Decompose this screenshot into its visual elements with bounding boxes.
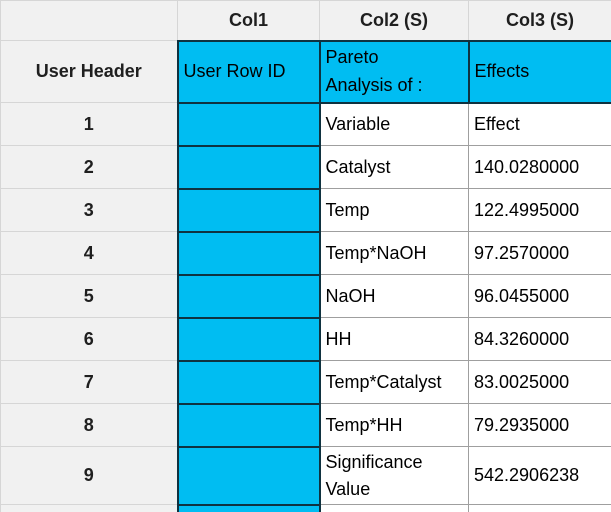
column-header-col1[interactable]: Col1 [177, 0, 320, 41]
cell-col1[interactable] [176, 230, 321, 276]
cell-col3[interactable]: 84.3260000 [468, 317, 611, 361]
cell-col3[interactable]: 96.0455000 [468, 274, 611, 318]
cell-col2[interactable]: Variable [319, 102, 469, 146]
row-number[interactable]: 5 [0, 274, 178, 318]
cell-col1[interactable] [176, 359, 321, 405]
corner-cell[interactable] [0, 0, 178, 41]
cell-col2[interactable]: HH [319, 317, 469, 361]
cell-col3[interactable] [468, 504, 611, 512]
cell-col2[interactable]: Temp [319, 188, 469, 232]
cell-col3[interactable]: 542.2906238 [468, 446, 611, 505]
cell-col2[interactable]: Significance Value [319, 446, 469, 505]
table-row: 1 Variable Effect [0, 101, 611, 147]
row-number[interactable]: 9 [0, 446, 178, 505]
cell-col1[interactable] [176, 316, 321, 362]
cell-col3[interactable]: 140.0280000 [468, 145, 611, 189]
cell-col1[interactable] [176, 144, 321, 190]
cell-pareto-title[interactable]: Pareto Analysis of : [318, 39, 470, 104]
user-header-row: User Header User Row ID Pareto Analysis … [0, 39, 611, 104]
table-row: 7 Temp*Catalyst 83.0025000 [0, 359, 611, 405]
row-number[interactable] [0, 504, 178, 512]
row-number[interactable]: 7 [0, 360, 178, 404]
cell-col2[interactable] [319, 504, 469, 512]
table-row: 2 Catalyst 140.0280000 [0, 144, 611, 190]
cell-col1[interactable] [176, 503, 321, 512]
cell-col2[interactable]: Temp*Catalyst [319, 360, 469, 404]
cell-col2[interactable]: NaOH [319, 274, 469, 318]
table-row: 8 Temp*HH 79.2935000 [0, 402, 611, 448]
table-row: 6 HH 84.3260000 [0, 316, 611, 362]
cell-col1[interactable] [176, 187, 321, 233]
cell-col2[interactable]: Temp*HH [319, 403, 469, 447]
cell-col3[interactable]: Effect [468, 102, 611, 146]
row-number[interactable]: 1 [0, 102, 178, 146]
table-row: 9 Significance Value 542.2906238 [0, 445, 611, 506]
row-number[interactable]: 2 [0, 145, 178, 189]
table-row: 4 Temp*NaOH 97.2570000 [0, 230, 611, 276]
cell-col1[interactable] [176, 273, 321, 319]
cell-col1[interactable] [176, 445, 321, 506]
column-header-col2[interactable]: Col2 (S) [319, 0, 469, 41]
row-header-user-header[interactable]: User Header [0, 40, 178, 103]
cell-col3[interactable]: 83.0025000 [468, 360, 611, 404]
table-row: 3 Temp 122.4995000 [0, 187, 611, 233]
column-header-col3[interactable]: Col3 (S) [468, 0, 611, 41]
row-number[interactable]: 4 [0, 231, 178, 275]
cell-col2[interactable]: Catalyst [319, 145, 469, 189]
row-number[interactable]: 3 [0, 188, 178, 232]
partial-row [0, 503, 611, 512]
cell-col3[interactable]: 79.2935000 [468, 403, 611, 447]
cell-col3[interactable]: 122.4995000 [468, 188, 611, 232]
cell-col3[interactable]: 97.2570000 [468, 231, 611, 275]
column-header-row: Col1 Col2 (S) Col3 (S) [0, 0, 611, 41]
table-row: 5 NaOH 96.0455000 [0, 273, 611, 319]
cell-user-row-id[interactable]: User Row ID [176, 39, 321, 104]
cell-effects-title[interactable]: Effects [467, 39, 611, 104]
cell-col1[interactable] [176, 101, 321, 147]
cell-col2[interactable]: Temp*NaOH [319, 231, 469, 275]
cell-col1[interactable] [176, 402, 321, 448]
row-number[interactable]: 6 [0, 317, 178, 361]
row-number[interactable]: 8 [0, 403, 178, 447]
